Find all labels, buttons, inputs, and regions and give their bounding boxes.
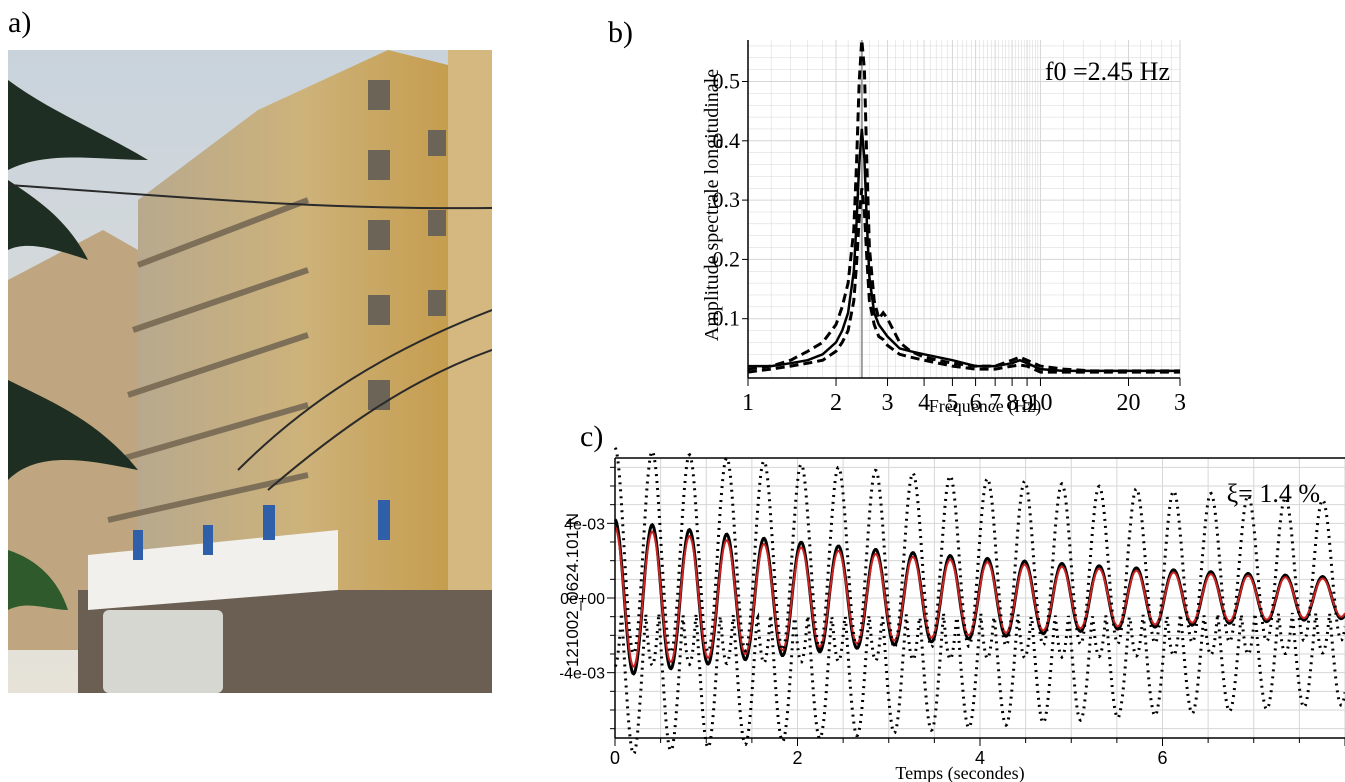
spectrum-y-tick-label-2: 0.3 [713,187,741,212]
spectrum-x-tick-label-8: 9 [1021,390,1033,416]
building-photo [8,50,492,693]
decay-chart: 0 2 4 6 4e-03 0e+00 -4e-03 Temps (secondes) 12… [560,447,1345,782]
decay-series-line-2 [613,447,1345,656]
panel-label-a: a) [8,6,32,39]
spectrum-chart: 1 2 3 4 5 6 7 8 910 20 30.10.20.30.40.5 Fréquence … [701,39,1187,417]
spectrum-series [747,39,1180,374]
spectrum-x-tick-label-4: 5 [946,390,958,416]
spectrum-annotation: f0 =2.45 Hz [1045,57,1170,86]
spectrum-x-axis-label: Fréquence (Hz) [929,396,1041,417]
spectrum-x-tick-label-7: 8 [1006,390,1018,416]
spectrum-x-tick-label-6: 7 [989,390,1001,416]
windows [368,80,446,410]
lower-band [88,530,338,610]
panel-label-b: b) [608,16,633,49]
decay-x-tick-label-2: 4 [975,748,985,768]
decay-y-axis-label: 121002_0624.101 N [563,513,582,667]
decay-x-tick-label-0: 0 [610,748,620,768]
decay-x-tick-label-1: 2 [792,748,802,768]
spectrum-x-tick-label-2: 3 [882,390,894,416]
spectrum-x-tick-label-5: 6 [970,390,982,416]
right-building [448,50,492,650]
spectrum-x-tick-label-9: 10 [1028,390,1052,416]
spectrum-axes [747,40,1180,379]
parked-van [103,610,223,693]
spectrum-x-tick-label-10: 20 [1117,390,1141,416]
panel-label-c: c) [580,420,604,453]
spectrum-x-tick-label-1: 2 [830,390,842,416]
spectrum-y-tick-label-3: 0.4 [713,128,741,153]
spectrum-x-tick-label-11: 3 [1174,390,1186,416]
decay-ticks: 0 2 4 6 4e-03 0e+00 -4e-03 [560,466,1345,768]
decay-annotation: ξ= 1.4 % [1227,479,1320,508]
decay-x-axis-label: Temps (secondes) [895,763,1024,782]
balconies [107,197,310,523]
spectrum-y-tick-label-0: 0.1 [713,306,741,331]
spectrum-x-tick-label-0: 1 [742,390,754,416]
decay-y-tick-label-2: -4e-03 [560,666,605,683]
spectrum-series-line-2 [747,188,1180,374]
power-wires [8,184,492,491]
spectrum-ticks: 1 2 3 4 5 6 7 8 910 20 30.10.20.30.40.5 [713,69,1187,416]
spectrum-y-tick-label-4: 0.5 [713,69,741,94]
decay-y-tick-label-1: 0e+00 [560,591,605,608]
decay-series [613,447,1345,756]
decay-y-tick-label-0: 4e-03 [564,516,605,533]
spectrum-grid [747,40,1181,378]
decay-series-line-1 [614,526,1345,668]
spectrum-y-axis-label: Amplitude spectrale longitudinale [701,69,723,341]
spectrum-y-tick-label-1: 0.2 [713,246,741,271]
spectrum-series-line-0 [748,128,1180,373]
palm-fronds [8,80,148,610]
blue-shutters [133,500,390,560]
spectrum-series-line-1 [747,39,1180,373]
spectrum-x-tick-label-3: 4 [918,390,930,416]
decay-x-tick-label-3: 6 [1157,748,1167,768]
